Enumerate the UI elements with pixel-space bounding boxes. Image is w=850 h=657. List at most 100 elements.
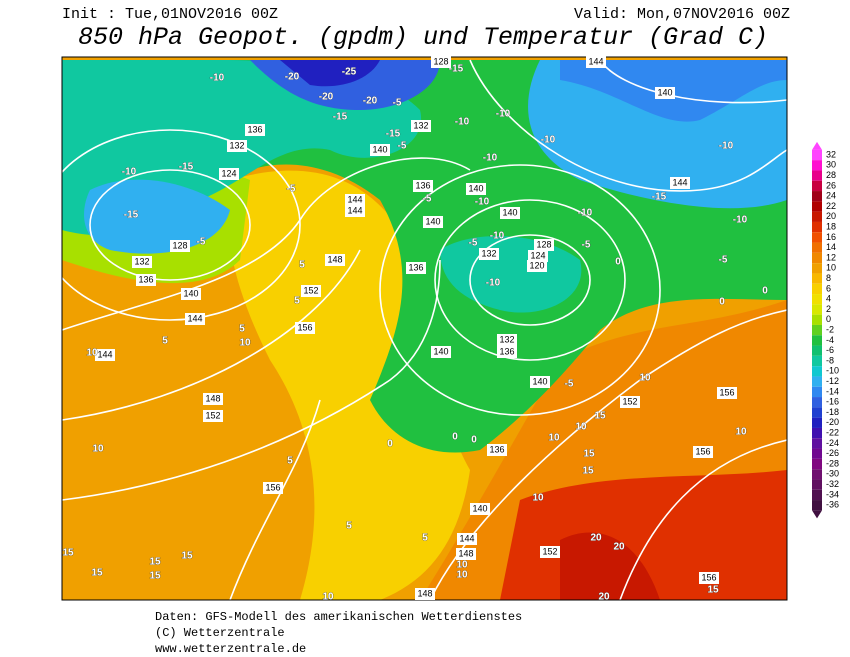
colorbar-swatch bbox=[812, 500, 822, 511]
colorbar-label: -32 bbox=[826, 479, 839, 489]
geopotential-label: 132 bbox=[481, 248, 496, 258]
geopotential-label: 128 bbox=[536, 239, 551, 249]
temperature-label: 10 bbox=[456, 560, 468, 571]
label-box bbox=[527, 260, 547, 272]
colorbar-label: 22 bbox=[826, 201, 836, 211]
colorbar-label: -26 bbox=[826, 448, 839, 458]
colorbar-swatch bbox=[812, 458, 822, 470]
geopotential-label: 140 bbox=[532, 376, 547, 386]
colorbar-swatch bbox=[812, 283, 822, 295]
colorbar-label: -6 bbox=[826, 345, 834, 355]
colorbar-swatch bbox=[812, 232, 822, 243]
init-time: Init : Tue,01NOV2016 00Z bbox=[62, 6, 278, 23]
colorbar-tip bbox=[812, 141, 822, 150]
colorbar-label: -4 bbox=[826, 335, 834, 345]
geopotential-label: 144 bbox=[459, 533, 474, 543]
temperature-label: -5 bbox=[582, 240, 591, 251]
geopotential-label: 156 bbox=[701, 572, 716, 582]
colorbar-label: -34 bbox=[826, 489, 839, 499]
colorbar-label: -36 bbox=[826, 500, 839, 510]
temperature-label: 5 bbox=[294, 296, 300, 307]
temperature-label: -5 bbox=[719, 255, 728, 266]
temperature-label: 10 bbox=[735, 427, 747, 438]
colorbar-swatch bbox=[812, 335, 822, 346]
label-box bbox=[301, 285, 321, 297]
temperature-label: -15 bbox=[449, 64, 464, 75]
temperature-label: 0 bbox=[615, 257, 621, 268]
colorbar-swatch bbox=[812, 469, 822, 480]
geopotential-label: 136 bbox=[138, 274, 153, 284]
colorbar-label: 2 bbox=[826, 304, 831, 314]
temperature-label: 0 bbox=[387, 439, 393, 450]
label-box bbox=[325, 254, 345, 266]
geopotential-label: 148 bbox=[417, 588, 432, 598]
geopotential-label: 148 bbox=[327, 254, 342, 264]
colorbar-swatch bbox=[812, 448, 822, 459]
temperature-label: -10 bbox=[719, 141, 734, 152]
label-box bbox=[345, 194, 365, 206]
colorbar-label: 6 bbox=[826, 283, 831, 293]
colorbar-label: 24 bbox=[826, 191, 836, 201]
colorbar-swatch bbox=[812, 221, 822, 233]
colorbar-swatch bbox=[812, 304, 822, 315]
temperature-label: -10 bbox=[483, 153, 498, 164]
label-box bbox=[500, 207, 520, 219]
temperature-label: 15 bbox=[149, 557, 161, 568]
geopotential-label: 136 bbox=[415, 180, 430, 190]
temperature-label: 10 bbox=[639, 373, 651, 384]
temperature-label: -10 bbox=[486, 278, 501, 289]
temperature-label: -5 bbox=[197, 237, 206, 248]
label-box bbox=[136, 274, 156, 286]
geopotential-label: 136 bbox=[247, 124, 262, 134]
geopotential-label: 132 bbox=[134, 256, 149, 266]
colorbar-label: -24 bbox=[826, 438, 839, 448]
temperature-label: -15 bbox=[179, 162, 194, 173]
temperature-label: 10 bbox=[239, 338, 251, 349]
valid-time: Valid: Mon,07NOV2016 00Z bbox=[574, 6, 790, 23]
label-box bbox=[717, 387, 737, 399]
geopotential-label: 120 bbox=[529, 260, 544, 270]
colorbar-swatch bbox=[812, 273, 822, 284]
geopotential-label: 152 bbox=[542, 546, 557, 556]
geopotential-label: 152 bbox=[205, 410, 220, 420]
colorbar-label: 8 bbox=[826, 273, 831, 283]
geopotential-label: 128 bbox=[433, 56, 448, 66]
label-box bbox=[411, 120, 431, 132]
temperature-label: 20 bbox=[613, 542, 625, 553]
label-box bbox=[345, 205, 365, 217]
geopotential-label: 140 bbox=[183, 288, 198, 298]
temperature-label: 10 bbox=[92, 444, 104, 455]
colorbar-label: -16 bbox=[826, 397, 839, 407]
colorbar-swatch bbox=[812, 160, 822, 171]
colorbar-label: -12 bbox=[826, 376, 839, 386]
temperature-label: -15 bbox=[652, 192, 667, 203]
label-box bbox=[406, 262, 426, 274]
label-box bbox=[497, 346, 517, 358]
colorbar-swatch bbox=[812, 149, 822, 161]
colorbar-label: -2 bbox=[826, 324, 834, 334]
temperature-label: 5 bbox=[287, 456, 293, 467]
label-box bbox=[370, 144, 390, 156]
temperature-label: 10 bbox=[86, 348, 98, 359]
colorbar-label: 14 bbox=[826, 242, 836, 252]
geopotential-label: 152 bbox=[622, 396, 637, 406]
colorbar-label: 26 bbox=[826, 180, 836, 190]
colorbar-swatch bbox=[812, 191, 822, 202]
temperature-label: -10 bbox=[475, 197, 490, 208]
temperature-label: -10 bbox=[490, 231, 505, 242]
colorbar-swatch bbox=[812, 376, 822, 387]
temperature-label: 20 bbox=[590, 533, 602, 544]
geopotential-label: 156 bbox=[297, 322, 312, 332]
colorbar-label: -10 bbox=[826, 366, 839, 376]
colorbar-swatch bbox=[812, 211, 822, 222]
colorbar-label: 10 bbox=[826, 263, 836, 273]
colorbar-swatch bbox=[812, 407, 822, 418]
geopotential-label: 156 bbox=[719, 387, 734, 397]
label-box bbox=[295, 322, 315, 334]
colorbar-swatch bbox=[812, 170, 822, 181]
geopotential-label: 140 bbox=[472, 503, 487, 513]
colorbar-label: 30 bbox=[826, 160, 836, 170]
temperature-label: -5 bbox=[469, 238, 478, 249]
geopotential-label: 140 bbox=[433, 346, 448, 356]
label-box bbox=[415, 588, 435, 600]
